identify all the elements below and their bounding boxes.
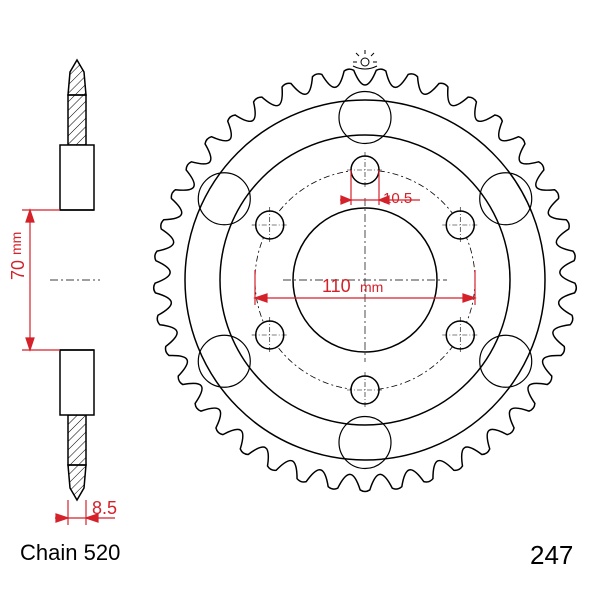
orientation-mark: [353, 50, 377, 69]
side-view: [50, 60, 100, 500]
dim-unit-70: mm: [8, 232, 24, 255]
chain-label: Chain 520: [20, 540, 120, 566]
part-number: 247: [530, 540, 573, 571]
technical-drawing-svg: [0, 0, 600, 600]
dim-label-8_5: 8.5: [92, 498, 117, 519]
dim-unit-110: mm: [360, 279, 383, 295]
drawing-container: 70 mm 8.5 110 mm 10.5 Chain 520 247: [0, 0, 600, 600]
dim-label-110: 110: [322, 276, 351, 297]
dim-label-70: 70: [8, 260, 29, 280]
dim-label-10_5: 10.5: [383, 190, 412, 207]
